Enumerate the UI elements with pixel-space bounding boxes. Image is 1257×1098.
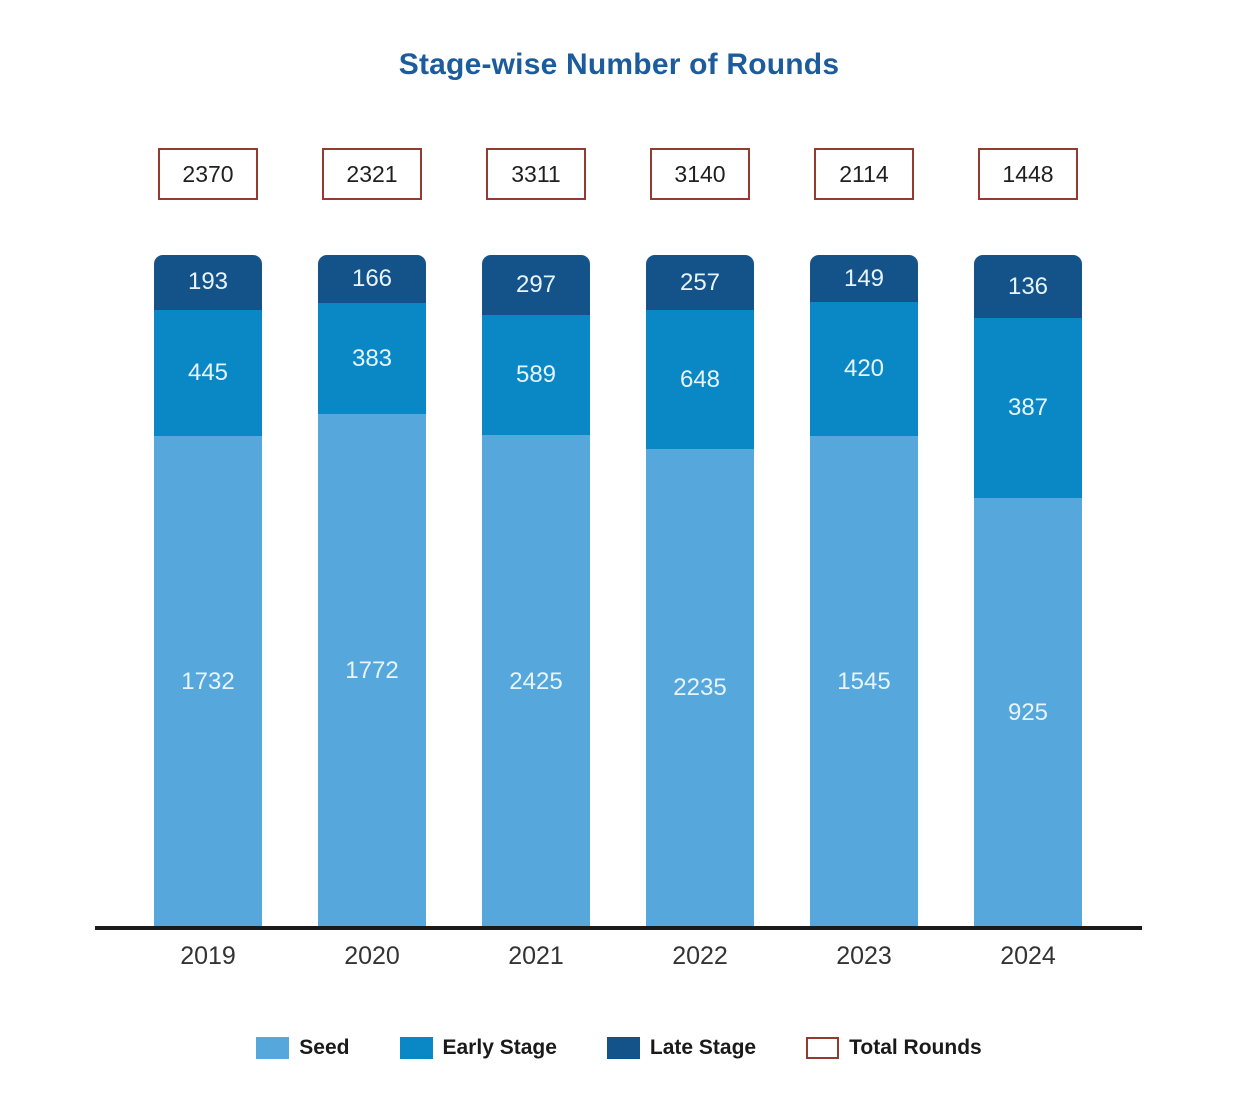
early-stage-value: 420	[843, 355, 885, 383]
late-stage-segment: 193	[154, 255, 262, 310]
late-stage-legend-swatch-icon	[606, 1037, 640, 1059]
late-stage-segment: 166	[318, 255, 426, 304]
late-stage-value: 149	[843, 264, 885, 292]
late-stage-segment: 297	[482, 255, 590, 316]
total-rounds-box-2023: 2114	[814, 148, 914, 200]
total-rounds-value: 3140	[674, 160, 726, 187]
year-label-2023: 2023	[836, 942, 892, 970]
legend-label: Total Rounds	[849, 1036, 982, 1059]
early-stage-value: 445	[187, 358, 229, 386]
legend-label: Late Stage	[649, 1036, 757, 1059]
stacked-bar-2023: 149 420 1545	[810, 255, 918, 928]
early-stage-value: 383	[351, 344, 393, 372]
seed-value: 2425	[509, 667, 563, 695]
seed-legend-swatch-icon	[256, 1037, 290, 1059]
early-stage-value: 589	[515, 361, 557, 389]
late-stage-value: 257	[679, 268, 721, 296]
seed-segment: 925	[974, 498, 1082, 928]
total-rounds-value: 2370	[182, 160, 234, 187]
seed-segment: 1732	[154, 436, 262, 928]
x-axis-line	[95, 926, 1142, 930]
total-rounds-box-2019: 2370	[158, 148, 258, 200]
year-label-2019: 2019	[180, 942, 236, 970]
early-stage-legend-swatch-icon	[399, 1037, 433, 1059]
seed-value: 925	[1007, 699, 1049, 727]
total-rounds-legend-swatch-icon	[806, 1037, 840, 1059]
total-rounds-value: 1448	[1002, 160, 1054, 187]
legend: Seed Early Stage Late Stage Total Rounds	[0, 1036, 1238, 1060]
early-stage-segment: 445	[154, 309, 262, 437]
bars-row: 193 445 1732 166 383 1772 297 589 2425 2…	[154, 255, 1082, 928]
seed-value: 1545	[837, 668, 891, 696]
year-label-2020: 2020	[344, 942, 400, 970]
total-rounds-box-2020: 2321	[322, 148, 422, 200]
stacked-bar-2024: 136 387 925	[974, 255, 1082, 928]
total-rounds-box-2022: 3140	[650, 148, 750, 200]
total-rounds-row: 2370 2321 3311 3140 2114 1448	[154, 148, 1082, 200]
seed-value: 1772	[345, 657, 399, 685]
total-rounds-value: 3311	[511, 160, 561, 187]
chart-title: Stage-wise Number of Rounds	[398, 48, 840, 81]
total-rounds-box-2024: 1448	[978, 148, 1078, 200]
legend-item-seed: Seed	[256, 1036, 350, 1060]
early-stage-segment: 387	[974, 318, 1082, 499]
legend-label: Early Stage	[442, 1036, 557, 1059]
x-axis-labels: 2019 2020 2021 2022 2023 2024	[154, 942, 1082, 971]
early-stage-segment: 383	[318, 303, 426, 415]
early-stage-segment: 589	[482, 315, 590, 436]
year-label-2024: 2024	[1000, 942, 1056, 970]
early-stage-value: 387	[1007, 394, 1049, 422]
seed-value: 1732	[181, 668, 235, 696]
early-stage-segment: 420	[810, 302, 918, 437]
early-stage-segment: 648	[646, 310, 754, 449]
seed-segment: 1545	[810, 436, 918, 928]
late-stage-segment: 136	[974, 255, 1082, 319]
late-stage-segment: 257	[646, 255, 754, 311]
stacked-bar-2022: 257 648 2235	[646, 255, 754, 928]
legend-item-total-rounds: Total Rounds	[806, 1036, 982, 1060]
late-stage-value: 166	[351, 265, 393, 293]
legend-item-late-stage: Late Stage	[606, 1036, 757, 1060]
late-stage-value: 136	[1007, 272, 1049, 300]
total-rounds-value: 2114	[839, 160, 889, 187]
stacked-bar-2019: 193 445 1732	[154, 255, 262, 928]
seed-value: 2235	[673, 674, 727, 702]
total-rounds-box-2021: 3311	[486, 148, 586, 200]
seed-segment: 1772	[318, 414, 426, 928]
stacked-bar-2021: 297 589 2425	[482, 255, 590, 928]
year-label-2021: 2021	[508, 942, 564, 970]
stacked-bar-2020: 166 383 1772	[318, 255, 426, 928]
total-rounds-value: 2321	[346, 160, 398, 187]
late-stage-value: 297	[515, 271, 557, 299]
seed-segment: 2235	[646, 448, 754, 928]
late-stage-segment: 149	[810, 255, 918, 303]
legend-label: Seed	[299, 1036, 350, 1059]
early-stage-value: 648	[679, 365, 721, 393]
year-label-2022: 2022	[672, 942, 728, 970]
late-stage-value: 193	[187, 268, 229, 296]
legend-item-early-stage: Early Stage	[399, 1036, 557, 1060]
seed-segment: 2425	[482, 435, 590, 928]
